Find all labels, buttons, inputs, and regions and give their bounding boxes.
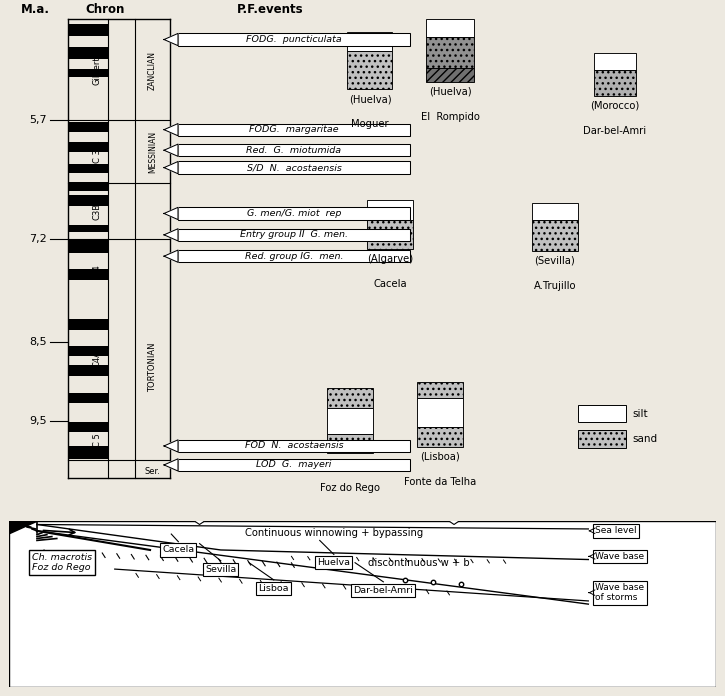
Bar	[327, 388, 373, 408]
Text: Sevilla: Sevilla	[205, 564, 236, 574]
Polygon shape	[164, 250, 178, 262]
Bar	[532, 220, 578, 251]
Bar	[178, 124, 410, 136]
Text: (Algarve): (Algarve)	[367, 254, 413, 264]
Text: FODG.  puncticulata: FODG. puncticulata	[246, 35, 342, 44]
Text: P.F.events: P.F.events	[236, 3, 303, 16]
Text: A.Trujillo: A.Trujillo	[534, 280, 576, 291]
Text: 8,5: 8,5	[29, 337, 47, 347]
Bar	[178, 144, 410, 157]
Bar	[417, 398, 463, 427]
Bar	[417, 382, 463, 398]
Bar	[178, 229, 410, 241]
Bar	[426, 37, 474, 68]
Text: Continuous winnowing + bypassing: Continuous winnowing + bypassing	[245, 528, 423, 538]
Text: Huelva: Huelva	[318, 558, 350, 567]
Text: Entry group II  G. men.: Entry group II G. men.	[240, 230, 348, 239]
Bar	[426, 19, 474, 37]
Bar	[347, 51, 392, 89]
Polygon shape	[164, 207, 178, 220]
Bar	[178, 33, 410, 46]
Polygon shape	[164, 144, 178, 157]
Text: Ser.: Ser.	[144, 467, 160, 476]
Text: 9,5: 9,5	[29, 416, 47, 426]
Bar	[594, 53, 636, 70]
Text: Red. group IG.  men.: Red. group IG. men.	[245, 252, 343, 261]
Bar	[327, 408, 373, 434]
Text: (Huelva): (Huelva)	[428, 87, 471, 97]
Text: S/D  N.  acostaensis: S/D N. acostaensis	[247, 163, 341, 172]
Text: Chron: Chron	[86, 3, 125, 16]
Polygon shape	[164, 459, 178, 471]
Bar	[426, 68, 474, 82]
Polygon shape	[9, 521, 37, 534]
Text: Moguer: Moguer	[351, 120, 389, 129]
Text: Wave base
of storms: Wave base of storms	[595, 583, 645, 602]
Bar	[532, 203, 578, 220]
Bar	[178, 207, 410, 220]
Text: Wave base: Wave base	[595, 552, 645, 561]
Text: TORTONIAN: TORTONIAN	[148, 342, 157, 392]
Bar	[367, 220, 413, 249]
Text: Foz do Rego: Foz do Rego	[320, 483, 380, 493]
Text: Ch. macrotis
Foz do Rego: Ch. macrotis Foz do Rego	[32, 553, 92, 572]
Text: Fonte da Telha: Fonte da Telha	[404, 477, 476, 487]
Bar	[417, 427, 463, 447]
Text: ZANCLIAN: ZANCLIAN	[148, 51, 157, 90]
Text: C 4: C 4	[93, 265, 102, 279]
Text: Cacela: Cacela	[162, 546, 194, 555]
Text: sand: sand	[632, 434, 657, 444]
Text: Gilbert: Gilbert	[93, 56, 102, 85]
Bar	[178, 250, 410, 262]
Bar	[347, 33, 392, 51]
Text: 7,2: 7,2	[29, 234, 47, 244]
Text: silt: silt	[632, 409, 647, 418]
Polygon shape	[446, 519, 463, 525]
Text: Cacela: Cacela	[373, 279, 407, 289]
Text: (Sevilla): (Sevilla)	[534, 255, 576, 265]
Text: M.a.: M.a.	[20, 3, 49, 16]
Text: Red.  G.  miotumida: Red. G. miotumida	[247, 145, 341, 155]
Text: (Huelva): (Huelva)	[349, 94, 392, 104]
Text: El  Rompido: El Rompido	[420, 112, 479, 122]
Bar	[594, 70, 636, 96]
Text: Sea level: Sea level	[595, 526, 637, 535]
Text: 5,7: 5,7	[29, 115, 47, 125]
Text: C3B: C3B	[93, 203, 102, 220]
Polygon shape	[164, 440, 178, 452]
Polygon shape	[164, 33, 178, 46]
Text: C4A: C4A	[93, 351, 102, 367]
Text: MESSINIAN: MESSINIAN	[148, 131, 157, 173]
Text: (Lisboa): (Lisboa)	[420, 452, 460, 461]
Bar	[327, 434, 373, 453]
Text: LOD  G.  mayeri: LOD G. mayeri	[257, 461, 331, 469]
Text: Lisboa: Lisboa	[259, 584, 289, 593]
Text: Dar-bel-Amri: Dar-bel-Amri	[353, 585, 413, 594]
Text: FODG.  margaritae: FODG. margaritae	[249, 125, 339, 134]
Polygon shape	[164, 229, 178, 241]
Polygon shape	[164, 161, 178, 174]
Polygon shape	[164, 124, 178, 136]
Text: (Morocco): (Morocco)	[590, 101, 639, 111]
Bar	[367, 200, 413, 220]
Text: Dar-bel-Amri: Dar-bel-Amri	[584, 126, 647, 136]
Bar	[578, 405, 626, 422]
Text: discontinuous w + b: discontinuous w + b	[368, 557, 470, 568]
Bar	[578, 430, 626, 448]
Bar	[178, 440, 410, 452]
Text: FOD  N.  acostaensis: FOD N. acostaensis	[244, 441, 344, 450]
Bar	[178, 161, 410, 174]
Polygon shape	[191, 519, 208, 525]
Text: G. men/G. miot  rep: G. men/G. miot rep	[247, 209, 341, 218]
Text: C 5: C 5	[93, 434, 102, 448]
Text: C 3 A: C 3 A	[93, 141, 102, 163]
Bar	[178, 459, 410, 471]
